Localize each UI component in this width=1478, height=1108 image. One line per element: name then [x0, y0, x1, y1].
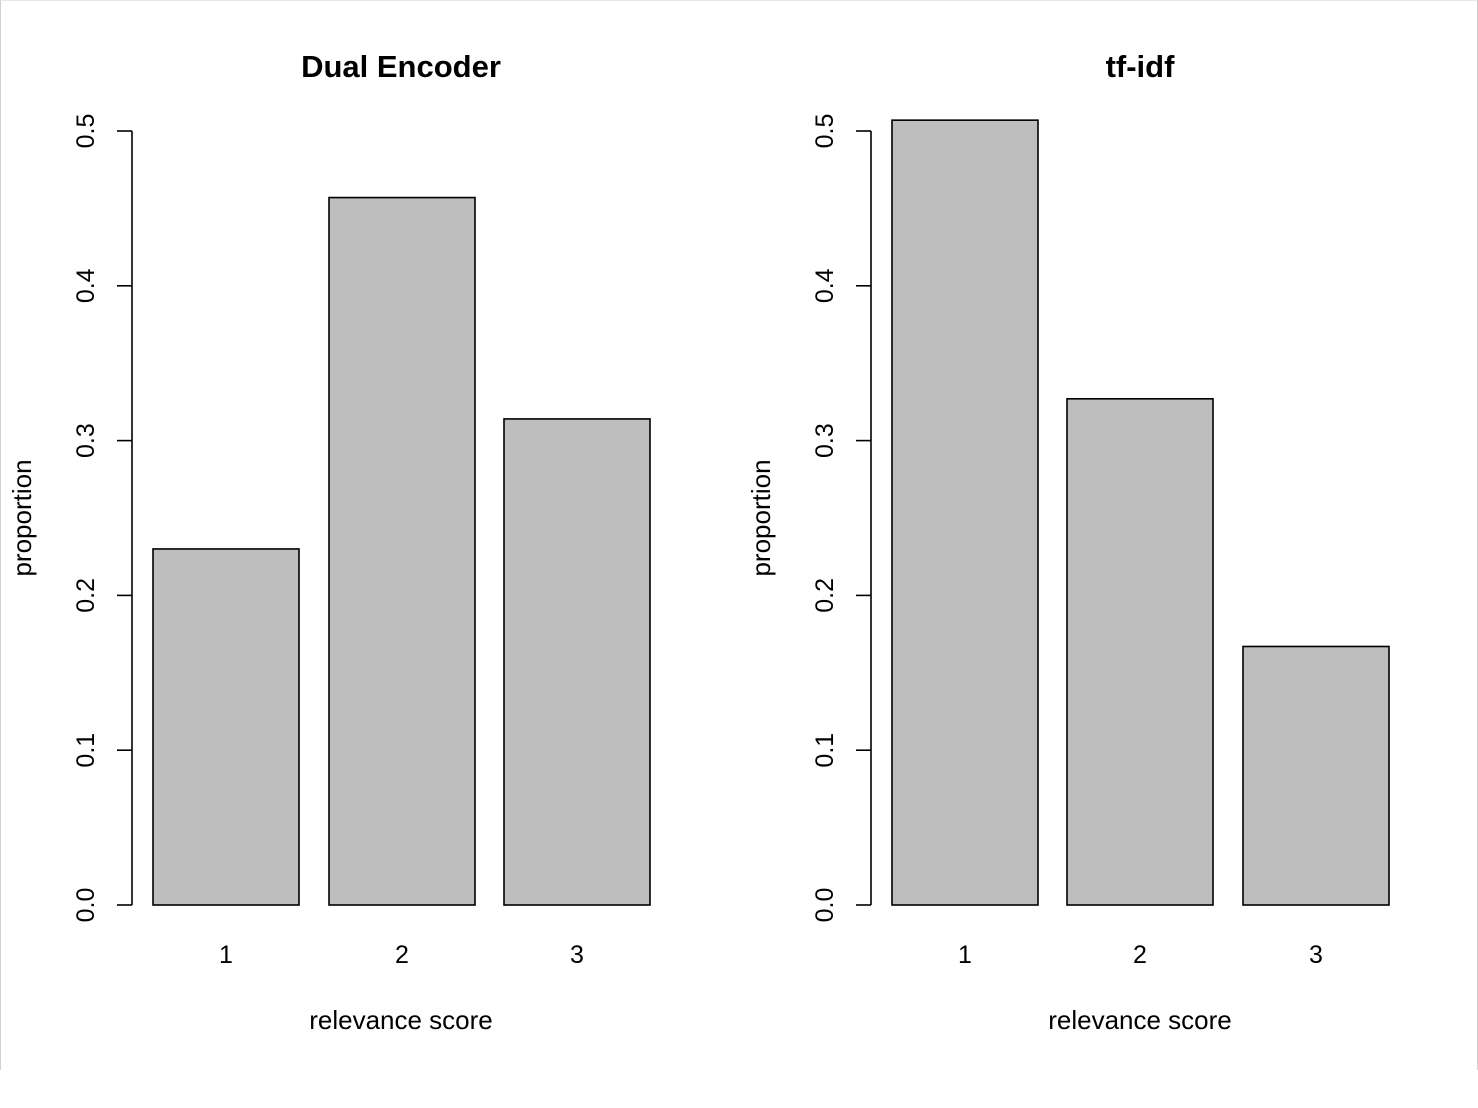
y-tick-label: 0.0 — [811, 888, 839, 923]
y-tick-label: 0.5 — [811, 114, 839, 149]
x-tick-label: 2 — [1133, 941, 1147, 969]
bar-3 — [503, 418, 651, 906]
chart-panel-dual-encoder: Dual Encoder relevance score proportion … — [7, 49, 651, 1035]
x-axis-label: relevance score — [1048, 1005, 1232, 1035]
x-tick-label: 3 — [570, 941, 584, 969]
y-tick-label: 0.5 — [72, 114, 100, 149]
y-tick-label: 0.1 — [72, 733, 100, 768]
x-tick-label: 3 — [1309, 941, 1323, 969]
chart-title: Dual Encoder — [301, 49, 501, 84]
x-tick-label: 1 — [958, 941, 972, 969]
bar-1 — [891, 119, 1039, 906]
y-tick-label: 0.3 — [811, 423, 839, 458]
y-tick-label: 0.0 — [72, 888, 100, 923]
bar-2 — [1066, 398, 1214, 906]
bar-3 — [1242, 645, 1390, 906]
x-tick-label: 1 — [219, 941, 233, 969]
y-tick-label: 0.4 — [72, 268, 100, 303]
y-tick-label: 0.3 — [72, 423, 100, 458]
y-tick-label: 0.4 — [811, 268, 839, 303]
bar-1 — [152, 548, 300, 906]
x-axis-label: relevance score — [309, 1005, 493, 1035]
y-tick-label: 0.2 — [811, 578, 839, 613]
y-tick-label: 0.2 — [72, 578, 100, 613]
chart-title: tf-idf — [1106, 49, 1176, 84]
chart-panel-tf-idf: tf-idf relevance score proportion 1 2 3 0.0… — [746, 49, 1390, 1035]
bar-2 — [328, 196, 476, 906]
x-tick-label: 2 — [395, 941, 409, 969]
y-axis-label: proportion — [746, 459, 776, 576]
y-tick-label: 0.1 — [811, 733, 839, 768]
y-axis-label: proportion — [7, 459, 37, 576]
